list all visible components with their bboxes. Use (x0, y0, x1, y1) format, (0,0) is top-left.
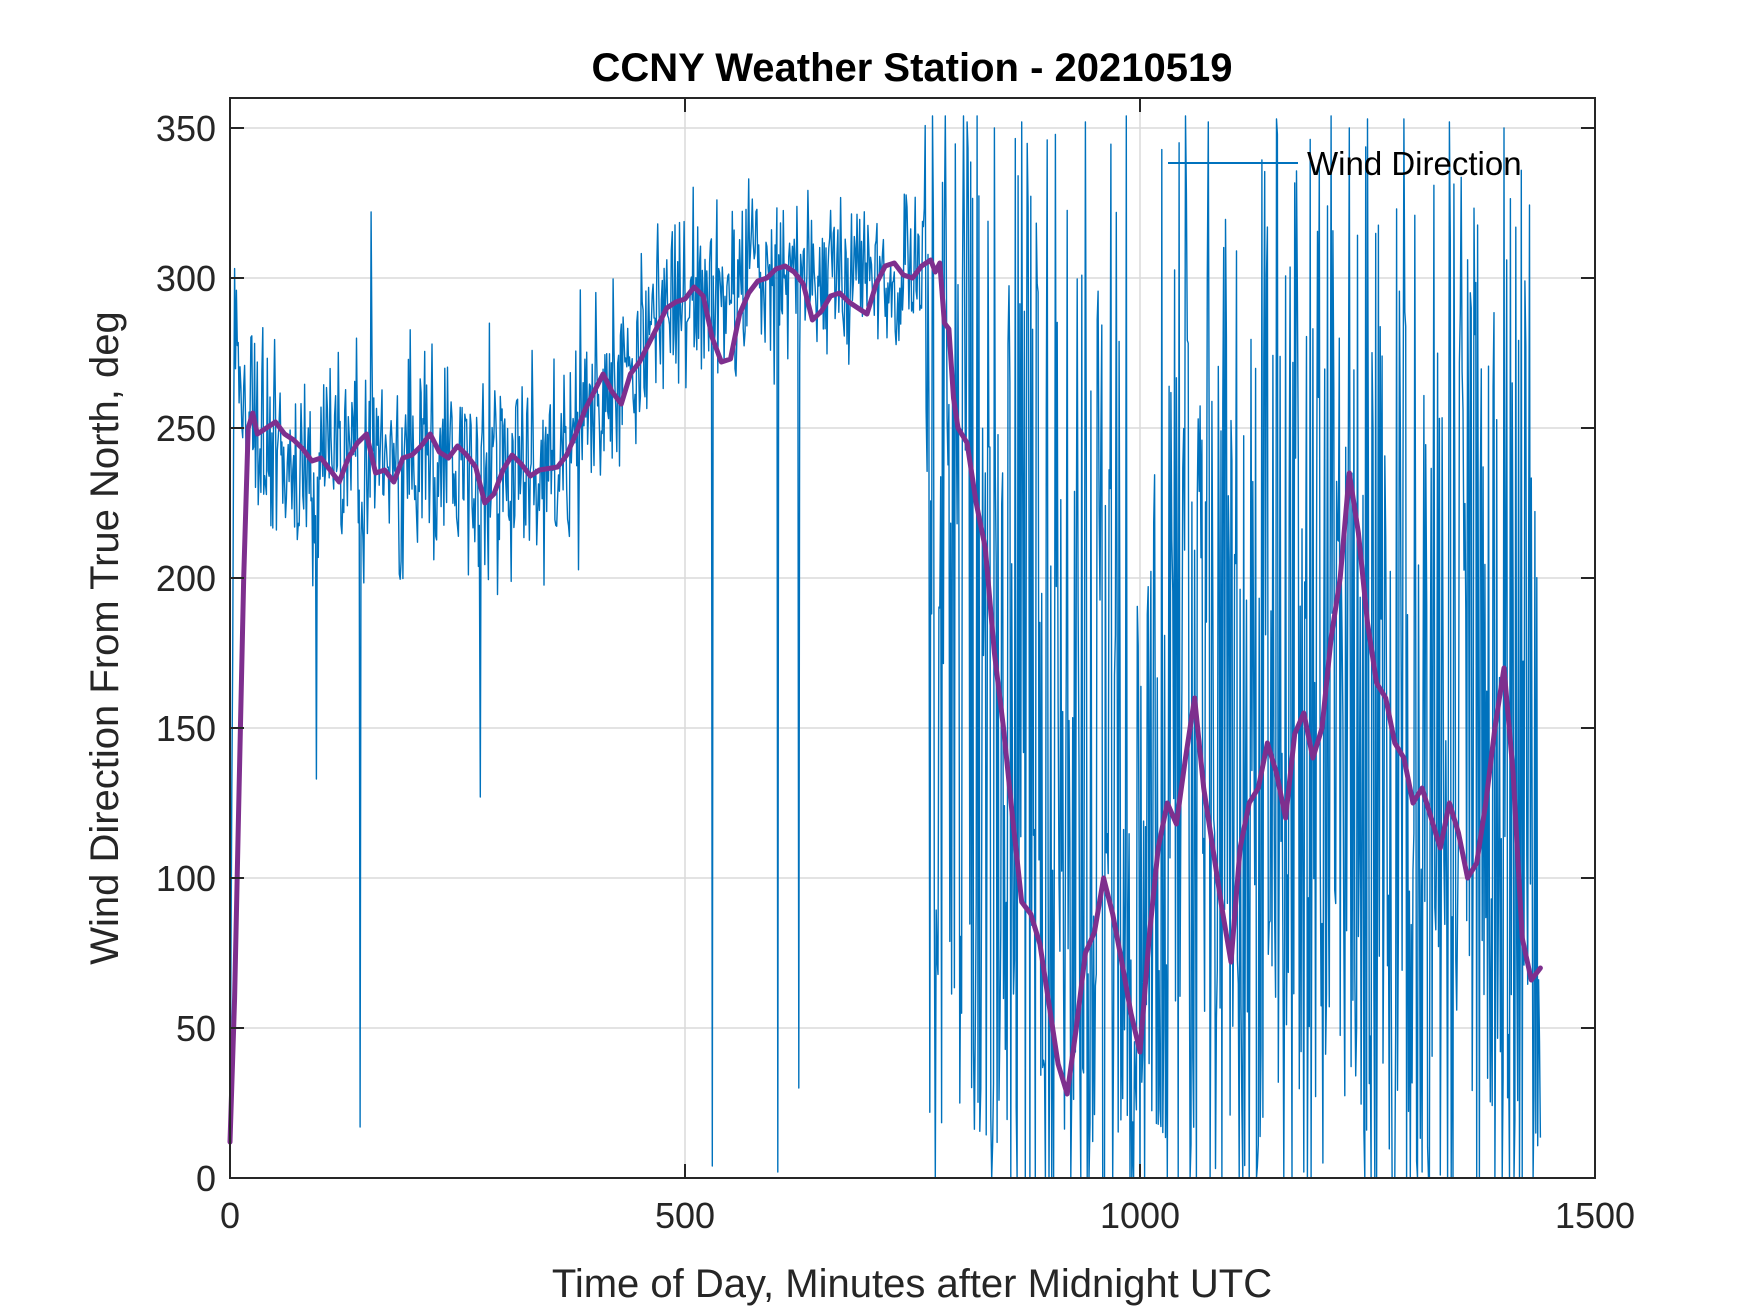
y-tick-label: 250 (156, 408, 216, 449)
y-axis-label: Wind Direction From True North, deg (83, 311, 127, 965)
y-tick-label: 0 (196, 1158, 216, 1199)
x-tick-label: 500 (655, 1195, 715, 1236)
y-tick-label: 350 (156, 108, 216, 149)
legend: Wind Direction (1168, 145, 1522, 182)
y-tick-label: 150 (156, 708, 216, 749)
x-tick-label: 1500 (1555, 1195, 1635, 1236)
smoothed-wind-direction-line (227, 257, 1543, 1145)
x-tick-label: 0 (220, 1195, 240, 1236)
plot-frame (229, 97, 1596, 1179)
y-tick-label: 50 (176, 1008, 216, 1049)
y-tick-label: 300 (156, 258, 216, 299)
x-axis-label: Time of Day, Minutes after Midnight UTC (552, 1262, 1272, 1306)
series-smoothed-wind-direction (227, 257, 1543, 1145)
chart-title: CCNY Weather Station - 20210519 (592, 46, 1233, 90)
x-tick-label: 1000 (1100, 1195, 1180, 1236)
axis-ticks (229, 98, 1596, 1179)
y-tick-labels: 0 50 100 150 200 250 300 350 (156, 108, 216, 1199)
y-tick-label: 100 (156, 858, 216, 899)
legend-label-wind-direction: Wind Direction (1307, 145, 1522, 182)
y-tick-label: 200 (156, 558, 216, 599)
x-tick-labels: 0 500 1000 1500 (220, 1195, 1635, 1236)
